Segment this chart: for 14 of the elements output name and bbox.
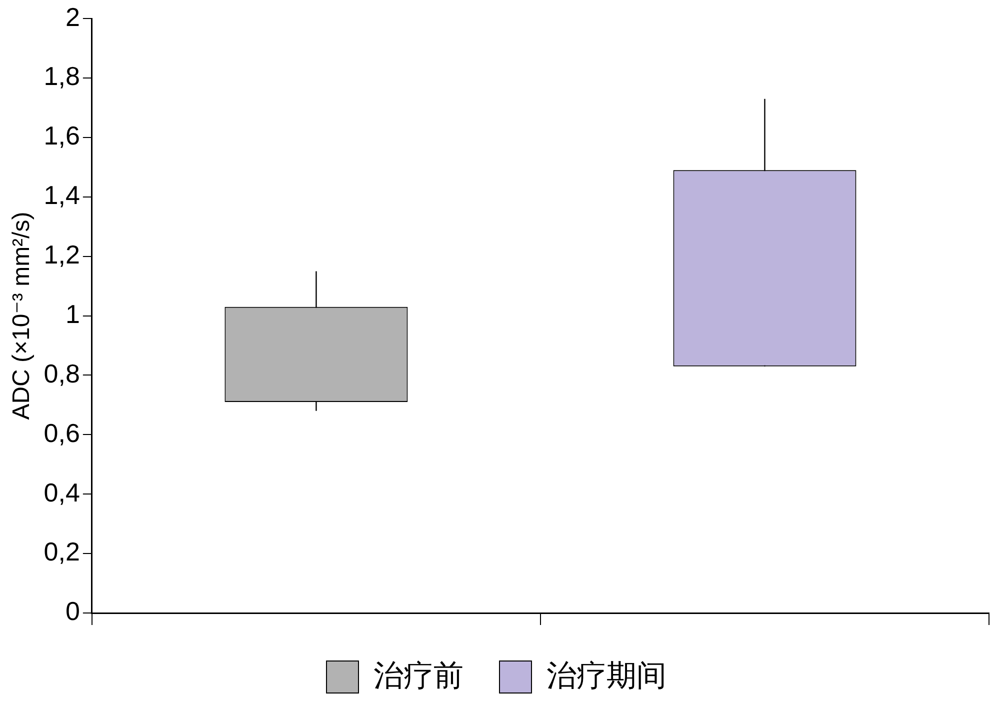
y-tick-label: 1 — [65, 298, 80, 329]
y-tick-label: 1,6 — [44, 120, 80, 151]
y-tick-label: 1,2 — [44, 240, 80, 270]
y-tick-label: 0,2 — [44, 536, 80, 567]
y-tick-label: 1,8 — [44, 61, 80, 92]
y-tick-label: 1,4 — [44, 180, 80, 210]
y-tick-label: 0,4 — [44, 477, 80, 508]
legend-label: 治疗期间 — [546, 659, 666, 692]
y-tick-label: 0,8 — [44, 358, 80, 388]
y-axis-title: ADC (×10⁻³ mm²/s) — [8, 212, 36, 420]
legend-label: 治疗前 — [374, 659, 464, 692]
y-tick-label: 0,6 — [44, 418, 80, 448]
y-tick-label: 0 — [65, 596, 80, 626]
y-tick-label: 2 — [65, 2, 80, 32]
